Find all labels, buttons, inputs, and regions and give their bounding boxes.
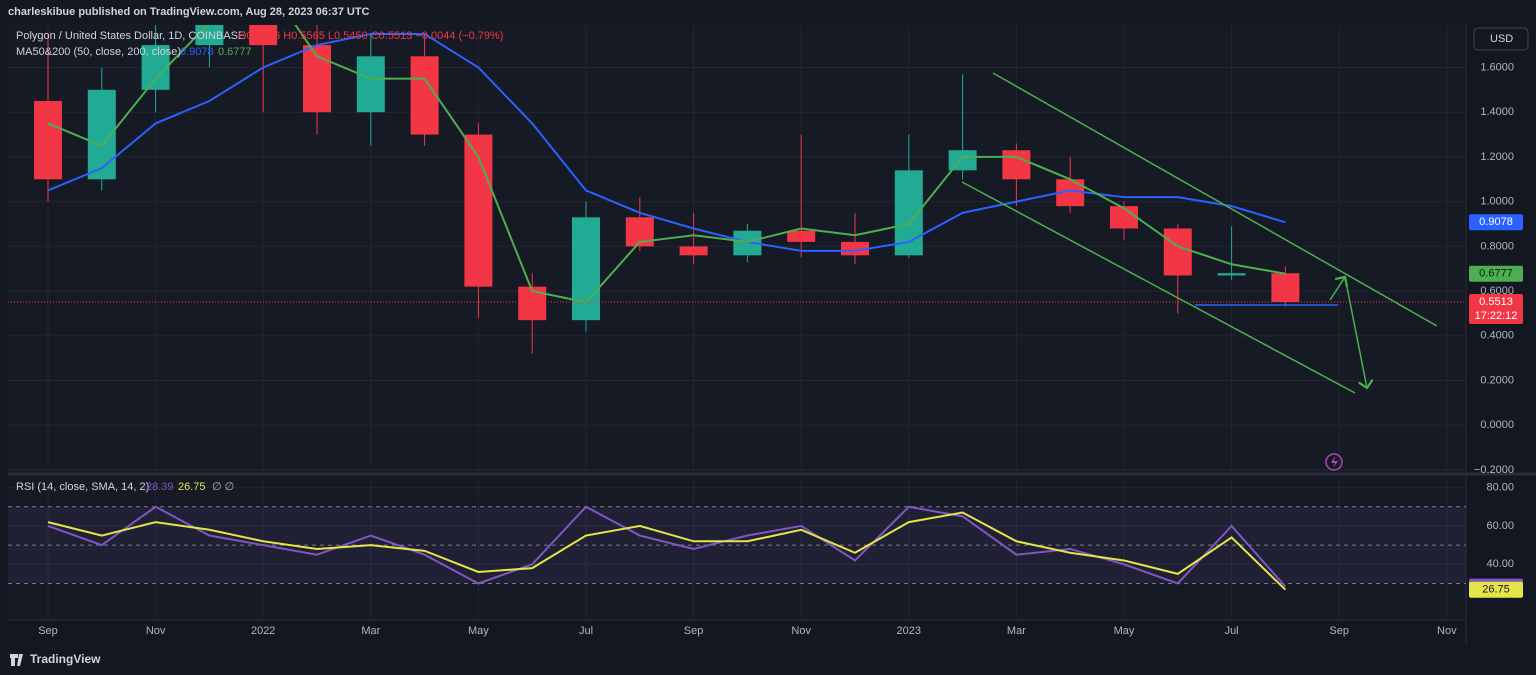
y-tick-label: 80.00 <box>1486 481 1514 493</box>
candle-body <box>249 25 278 46</box>
y-tick-label: 0.0000 <box>1480 419 1514 431</box>
price-tag <box>1469 581 1523 598</box>
price-tag <box>1469 293 1523 324</box>
y-tick-label: 1.6000 <box>1480 61 1514 73</box>
moving-average <box>47 32 1286 252</box>
x-tick-label: Sep <box>684 625 704 637</box>
layers: Sep Nov 2022 Mar May Jul Sep Nov 2023 Mar May Jul Se… <box>8 25 1523 637</box>
symbol-title: Polygon / United States Dollar, 1D, COIN… <box>16 30 245 42</box>
x-tick-label: Sep <box>38 625 58 637</box>
candle-body <box>141 45 170 90</box>
candle-body <box>948 150 977 171</box>
drawings <box>961 72 1438 394</box>
rsi-legend-extra: ∅ ∅ <box>212 481 234 493</box>
price-tag-label: 0.5513 <box>1479 296 1513 308</box>
x-tick-label: Nov <box>146 625 166 637</box>
x-tick-label: Jul <box>1225 625 1239 637</box>
candle-body <box>1271 273 1300 302</box>
alert-icon[interactable] <box>1325 453 1343 471</box>
trend-line <box>961 181 1356 394</box>
ma50-legend-value: 0.6777 <box>218 46 252 58</box>
candle-body <box>572 217 600 321</box>
x-tick-label: May <box>1114 625 1135 637</box>
currency-button[interactable] <box>1473 27 1529 51</box>
indicator-name: MA50&200 (50, close, 200, close) <box>16 46 181 58</box>
price-tag-label: 26.75 <box>1482 584 1510 596</box>
price-tag <box>1469 265 1523 282</box>
arrow <box>1344 276 1367 388</box>
candle-body <box>841 241 869 256</box>
y-tick-label: 0.8000 <box>1480 240 1514 252</box>
y-tick-label: 1.4000 <box>1480 106 1514 118</box>
price-tag-label: 0.9078 <box>1479 216 1513 228</box>
y-tick-label: 0.4000 <box>1480 330 1514 342</box>
y-tick-label: 0.2000 <box>1480 374 1514 386</box>
price-pane <box>34 25 1300 354</box>
candle-body <box>410 56 439 135</box>
candle-body <box>1110 206 1138 229</box>
x-tick-label: Nov <box>791 625 811 637</box>
footer-brand: TradingView <box>30 652 101 666</box>
candle-body <box>1217 273 1246 276</box>
rsi-title: RSI (14, close, SMA, 14, 2) <box>16 481 149 493</box>
candle-body <box>787 230 816 242</box>
x-tick-label: Mar <box>1007 625 1026 637</box>
candle-body <box>356 56 385 113</box>
x-tick-label: Sep <box>1329 625 1349 637</box>
price-tag-label: 0.6777 <box>1479 268 1513 280</box>
moving-average <box>47 25 1286 304</box>
rsi-pane <box>8 505 1466 591</box>
alert-icon-bolt <box>1331 456 1338 468</box>
candle-body <box>464 134 493 287</box>
ohlc-legend: O0.5556 H0.5565 L0.5450 C0.5513 −0.0044 … <box>238 30 503 42</box>
y-tick-label: 1.0000 <box>1480 196 1514 208</box>
rsi-sma-legend-value: 26.75 <box>178 481 206 493</box>
rsi-line <box>47 505 1287 588</box>
publisher: charleskibue published on TradingView.co… <box>8 6 370 18</box>
x-tick-label: May <box>468 625 489 637</box>
candle-body <box>34 101 62 180</box>
x-tick-label: Mar <box>361 625 380 637</box>
arrow <box>1329 277 1345 301</box>
y-tick-label: 40.00 <box>1486 558 1514 570</box>
rsi-line <box>47 511 1287 591</box>
ma200-legend-value: 0.9078 <box>180 46 214 58</box>
price-tag <box>1469 214 1523 231</box>
candle-body <box>1002 150 1031 180</box>
countdown: 17:22:12 <box>1475 310 1518 322</box>
footer-logo <box>10 654 23 666</box>
y-tick-label: −0.2000 <box>1474 464 1514 476</box>
y-tick-label: 60.00 <box>1486 520 1514 532</box>
y-tick-label: 1.2000 <box>1480 151 1514 163</box>
x-tick-label: Nov <box>1437 625 1457 637</box>
trend-line <box>992 72 1438 327</box>
rsi-legend-value: 28.39 <box>146 481 174 493</box>
x-tick-label: 2022 <box>251 625 275 637</box>
currency: USD <box>1490 33 1513 45</box>
candle-body <box>1163 228 1192 276</box>
x-tick-label: 2023 <box>897 625 921 637</box>
x-tick-label: Jul <box>579 625 593 637</box>
candle-body <box>679 246 708 256</box>
